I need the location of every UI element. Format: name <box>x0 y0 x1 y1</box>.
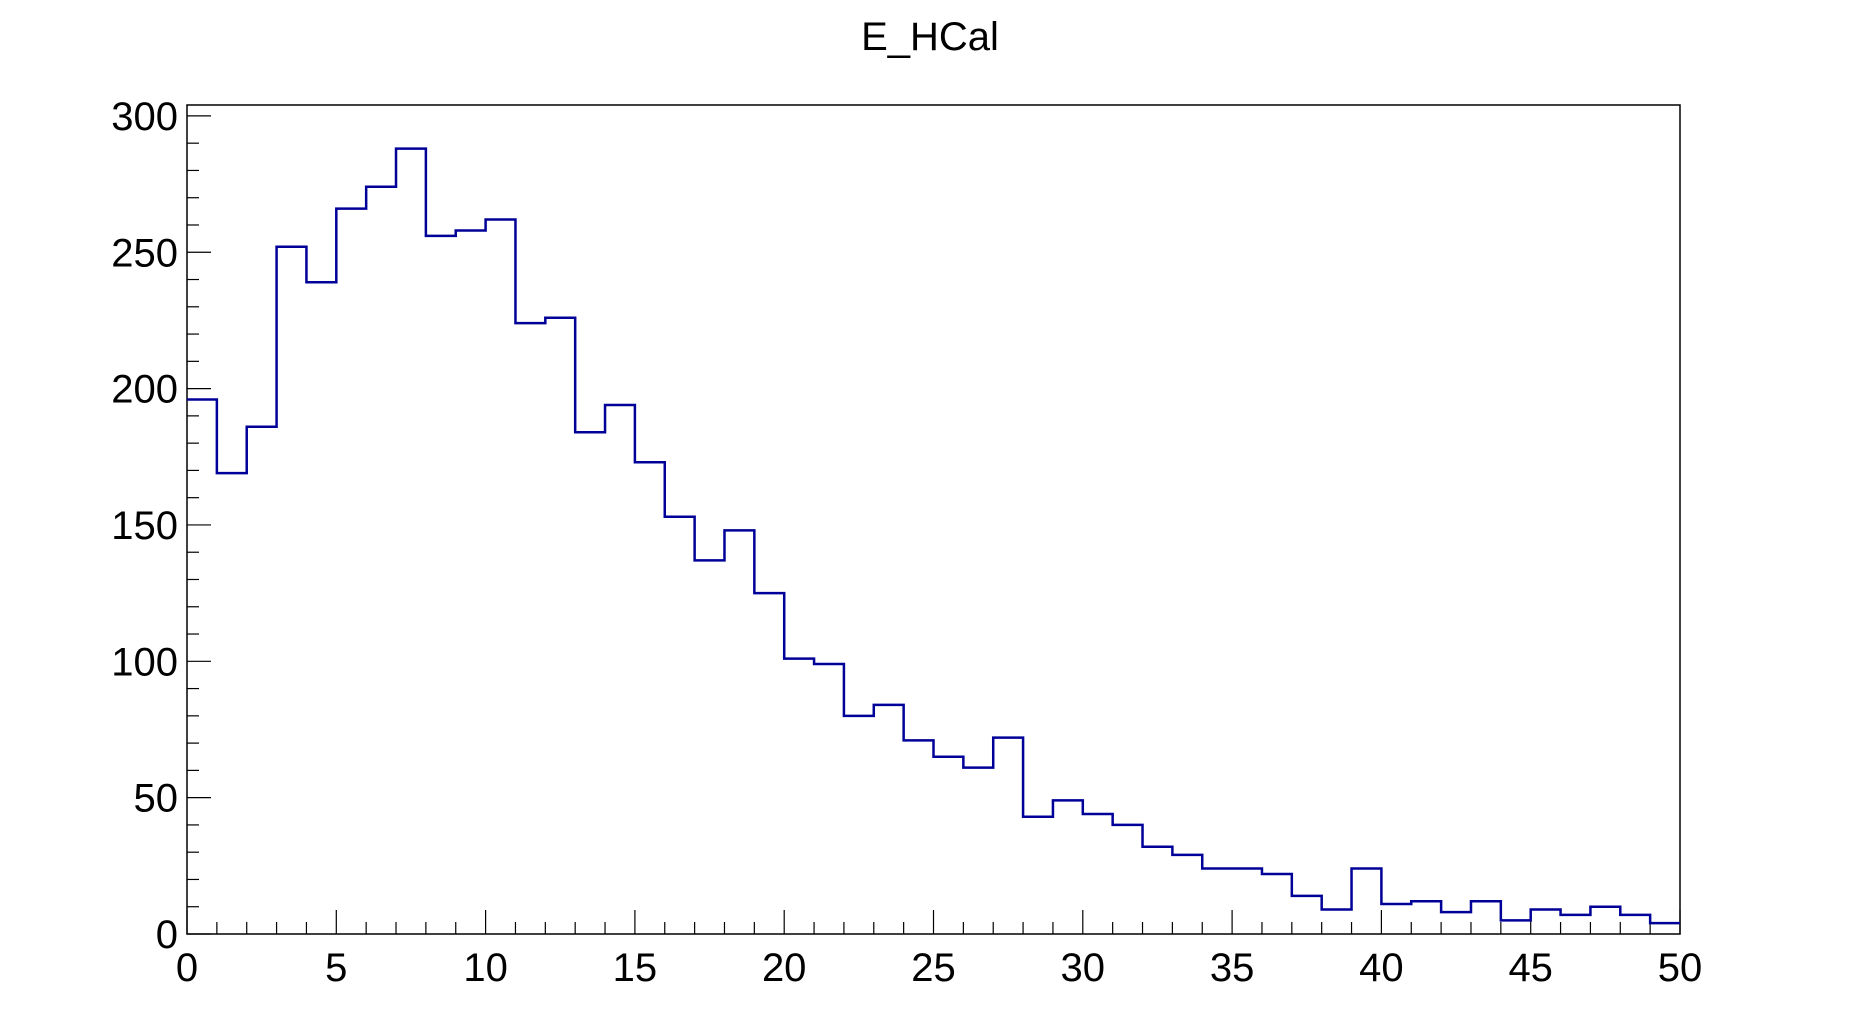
x-tick-label: 20 <box>762 946 807 990</box>
x-tick-label: 15 <box>613 946 658 990</box>
x-tick-label: 25 <box>911 946 956 990</box>
y-tick-label: 250 <box>111 231 178 275</box>
histogram-series-line <box>187 147 1680 925</box>
chart-title: E_HCal <box>861 15 999 59</box>
x-tick-label: 50 <box>1658 946 1703 990</box>
y-tick-label: 150 <box>111 504 178 548</box>
x-tick-label: 40 <box>1359 946 1404 990</box>
y-tick-label: 300 <box>111 95 178 139</box>
axis-ticks <box>186 115 1681 935</box>
y-tick-label: 50 <box>134 777 179 821</box>
x-tick-label: 0 <box>176 946 198 990</box>
y-tick-label: 200 <box>111 368 178 412</box>
x-tick-label: 35 <box>1210 946 1255 990</box>
x-tick-label: 30 <box>1061 946 1106 990</box>
axis-tick-labels: 0 5 10 15 20 25 30 35 40 45 50 0 50 100 150 200 250 300 <box>111 95 1702 990</box>
x-tick-label: 45 <box>1508 946 1553 990</box>
x-tick-label: 10 <box>463 946 508 990</box>
y-tick-label: 100 <box>111 640 178 684</box>
y-tick-label: 0 <box>156 913 178 957</box>
x-tick-label: 5 <box>325 946 347 990</box>
